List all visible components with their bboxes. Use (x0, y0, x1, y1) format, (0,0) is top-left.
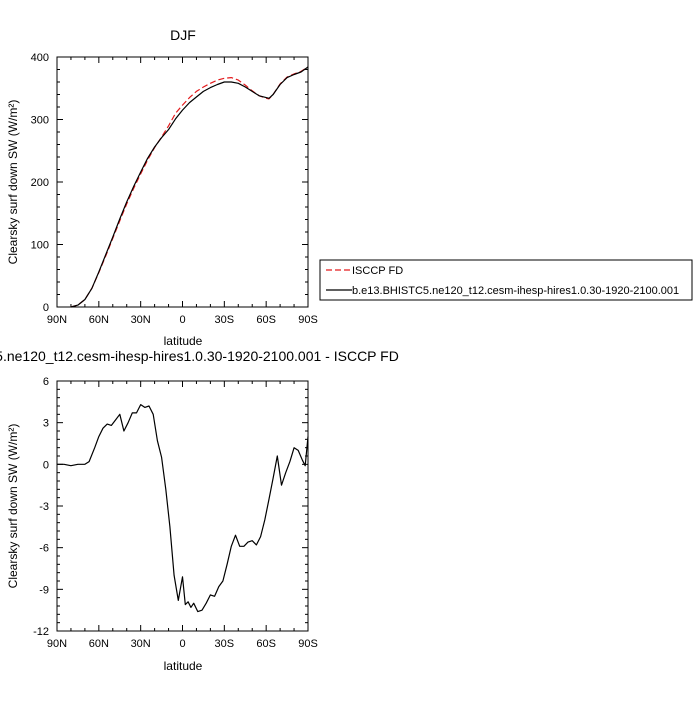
bottom-x-tick-label: 0 (179, 638, 185, 650)
top-panel: DJF latitude Clearsky surf down SW (W/m²… (6, 27, 318, 348)
top-plot-frame (56, 56, 309, 308)
top-x-tick-label: 30S (215, 314, 235, 326)
top-series-line-1 (70, 66, 309, 308)
top-chart-title: DJF (170, 27, 196, 43)
bottom-y-axis-label: Clearsky surf down SW (W/m²) (6, 424, 20, 589)
legend-box (319, 259, 693, 301)
top-y-tick-label: 100 (31, 240, 49, 252)
bottom-panel: STC5.ne120_t12.cesm-ihesp-hires1.0.30-19… (0, 348, 399, 673)
bottom-x-tick-label: 60N (89, 638, 109, 650)
bottom-y-tick-label: -12 (33, 626, 49, 638)
top-y-tick-label: 400 (31, 52, 49, 64)
bottom-plot-frame (56, 380, 309, 632)
legend-label-model: b.e13.BHISTC5.ne120_t12.cesm-ihesp-hires… (352, 285, 679, 297)
top-x-tick-label: 90N (47, 314, 67, 326)
bottom-y-tick-label: 6 (43, 376, 49, 388)
bottom-y-tick-label: -9 (39, 584, 49, 596)
top-x-tick-label: 60N (89, 314, 109, 326)
bottom-x-tick-label: 90S (298, 638, 318, 650)
top-y-tick-label: 0 (43, 302, 49, 314)
bottom-x-tick-label: 90N (47, 638, 67, 650)
top-x-tick-label: 0 (179, 314, 185, 326)
bottom-x-tick-label: 60S (256, 638, 276, 650)
top-x-axis-label: latitude (164, 334, 203, 348)
bottom-x-tick-label: 30S (215, 638, 235, 650)
top-x-tick-label: 30N (131, 314, 151, 326)
top-y-tick-label: 200 (31, 177, 49, 189)
bottom-series-group (57, 404, 309, 613)
bottom-axis-ticks: 90N 60N 30N 0 30S 60S 90S -12 -9 -6 -3 0 3 6 (33, 376, 318, 650)
bottom-x-axis-label: latitude (164, 659, 203, 673)
top-x-tick-label: 60S (256, 314, 276, 326)
top-y-axis-label: Clearsky surf down SW (W/m²) (6, 100, 20, 265)
top-series-group (70, 66, 309, 308)
bottom-y-tick-label: 3 (43, 418, 49, 430)
top-y-tick-label: 300 (31, 115, 49, 127)
bottom-chart-title: STC5.ne120_t12.cesm-ihesp-hires1.0.30-19… (0, 348, 399, 364)
legend-label-isccp: ISCCP FD (352, 265, 403, 277)
top-x-tick-label: 90S (298, 314, 318, 326)
bottom-y-tick-label: -3 (39, 501, 49, 513)
bottom-y-tick-label: 0 (43, 459, 49, 471)
bottom-x-tick-label: 30N (131, 638, 151, 650)
bottom-y-tick-label: -6 (39, 543, 49, 555)
top-axis-ticks: 90N 60N 30N 0 30S 60S 90S 0 100 200 300 400 (31, 52, 318, 326)
bottom-series-line-0 (57, 404, 309, 613)
legend: ISCCP FD b.e13.BHISTC5.ne120_t12.cesm-ih… (319, 259, 693, 301)
